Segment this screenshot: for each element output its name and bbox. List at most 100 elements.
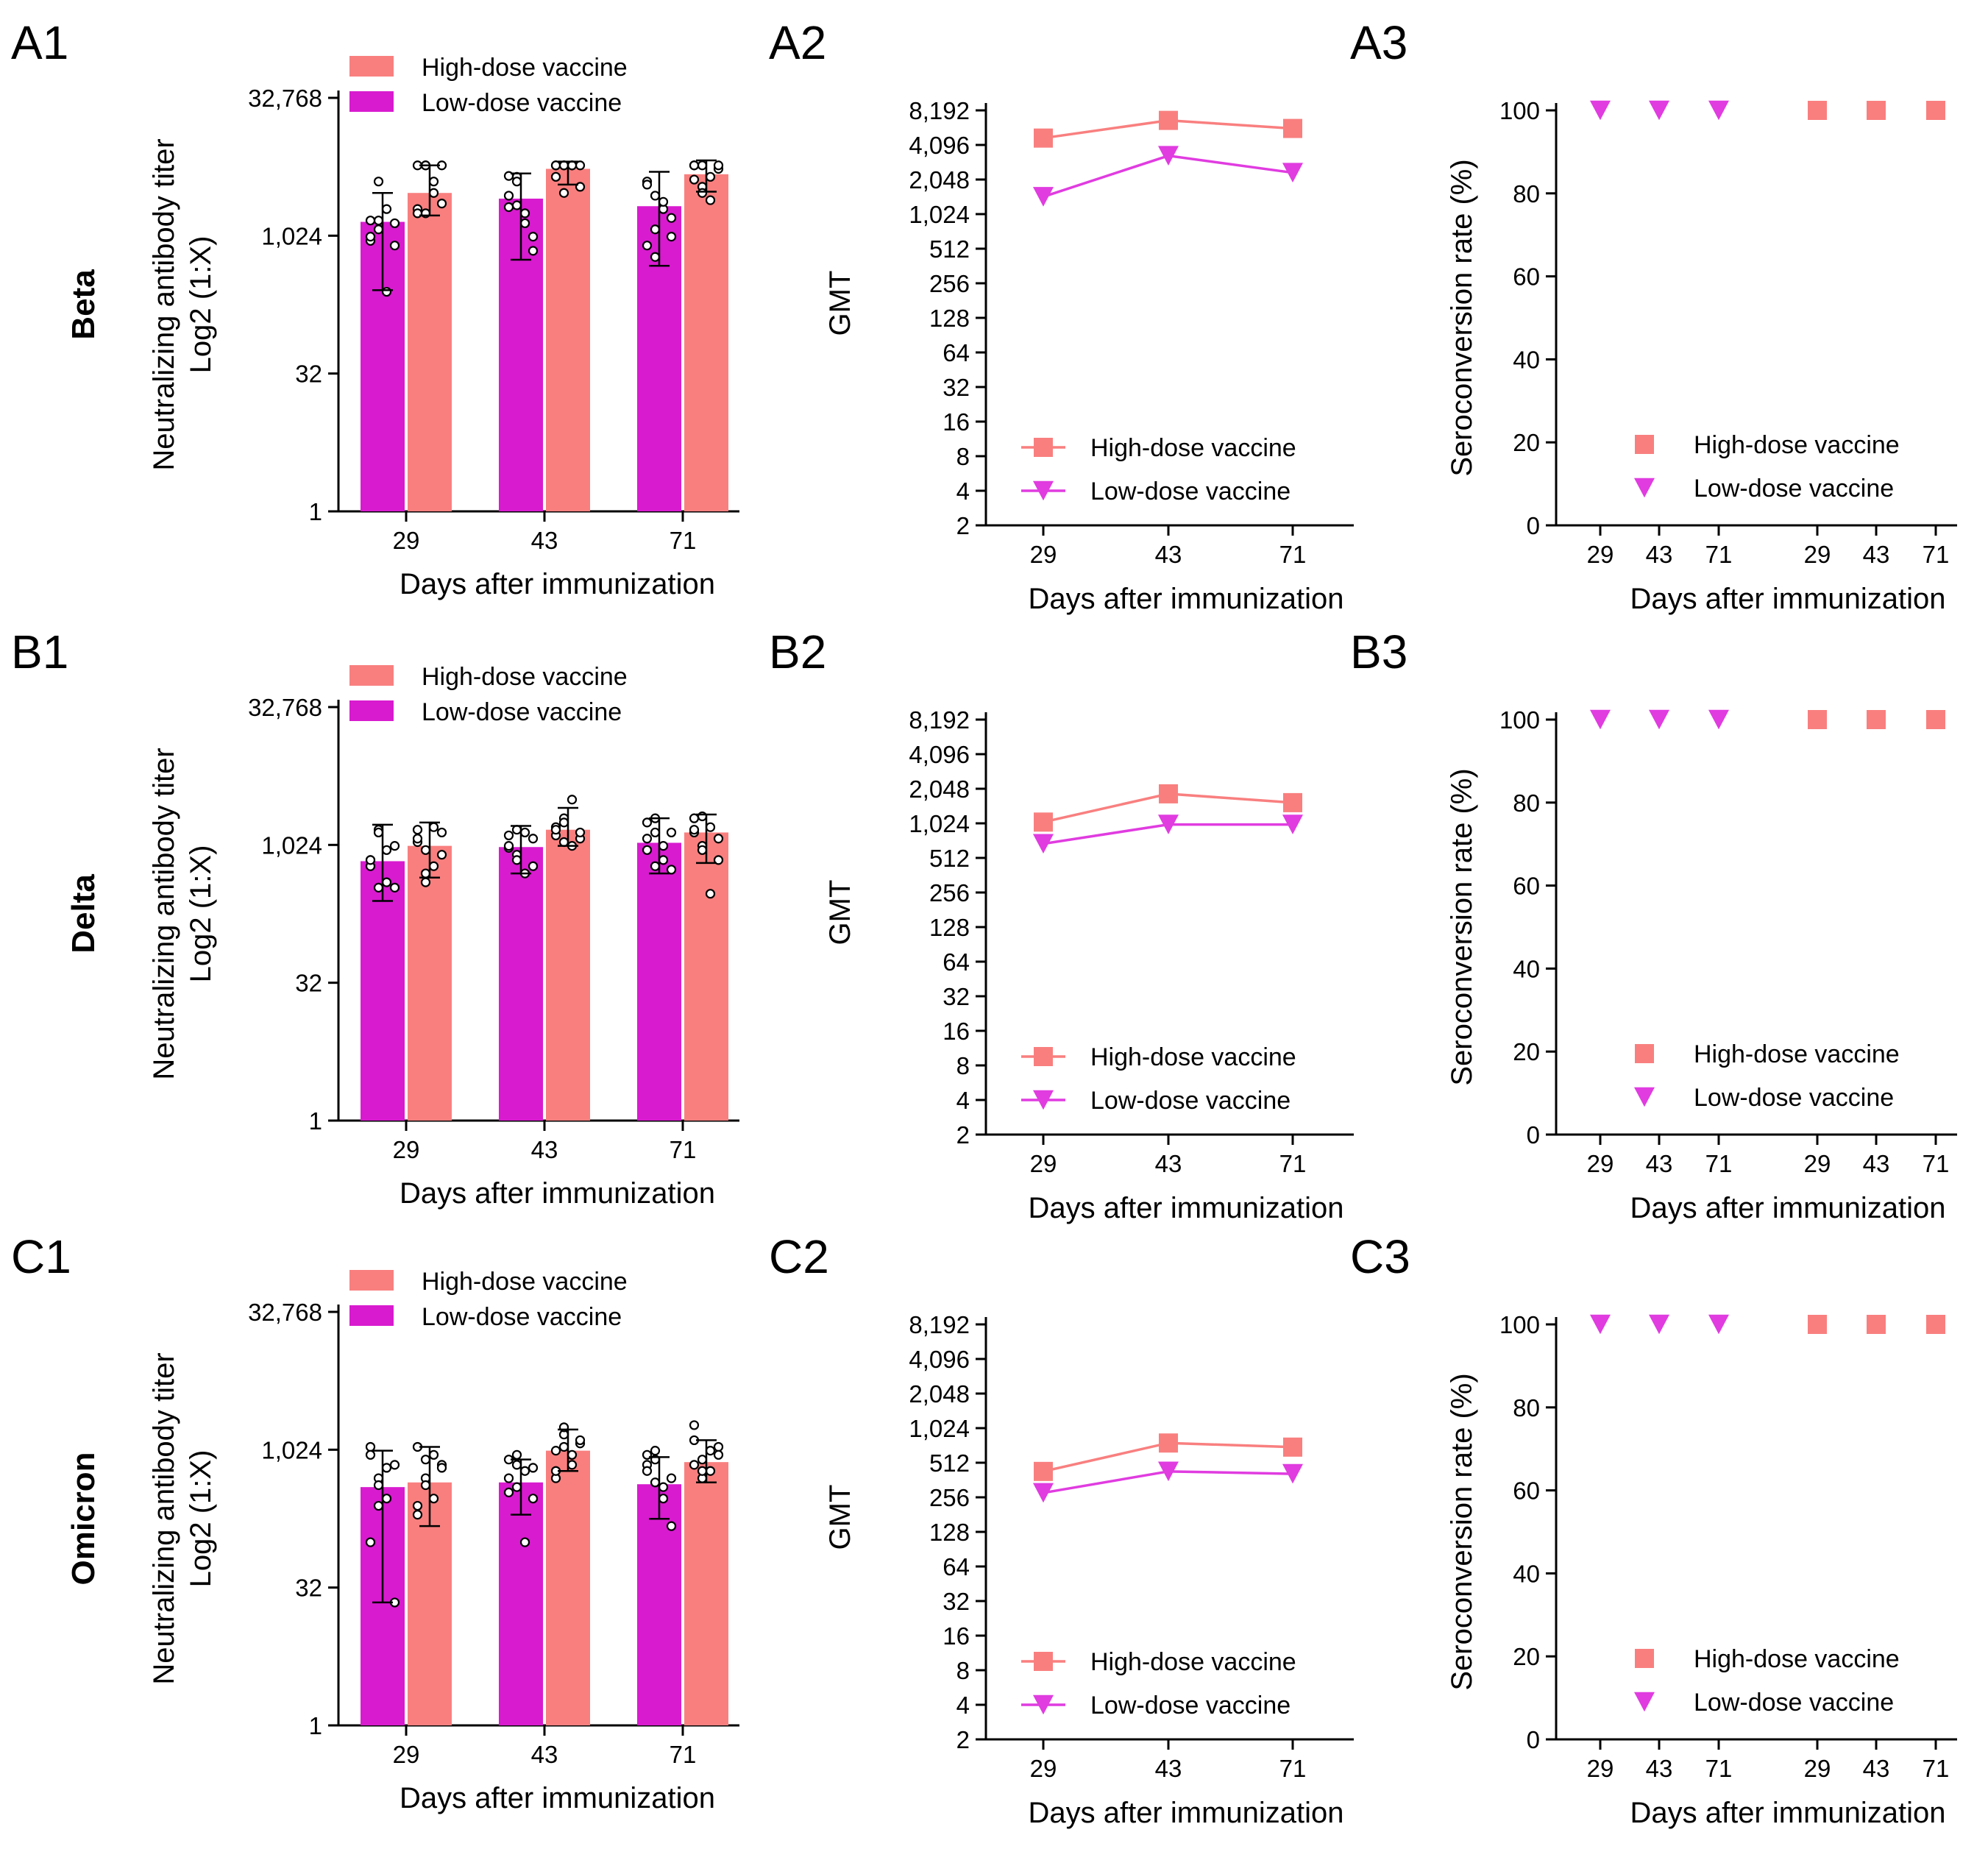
- x-tick-label: 71: [1279, 1755, 1307, 1782]
- panel-a2: A2 2 4 8 16 32 64 128 256 512 1,024 2,048 4,096 8,192…: [769, 16, 1354, 615]
- legend-marker: [1635, 1044, 1654, 1063]
- panel-a1: A1 Beta Neutralizing antibody titer Log2 (1…: [11, 16, 739, 600]
- data-point: [705, 171, 716, 182]
- data-point: [528, 834, 539, 844]
- data-point: [666, 865, 677, 875]
- data-point: [420, 877, 431, 887]
- legend-label: High-dose vaccine: [422, 663, 628, 691]
- y-axis-title: Seroconversion rate (%): [1446, 1373, 1478, 1690]
- x-tick-label: 43: [1646, 1755, 1673, 1782]
- x-tick-label: 29: [1587, 541, 1614, 568]
- bar: [499, 847, 543, 1121]
- data-point: [567, 795, 578, 805]
- data-point: [503, 202, 514, 213]
- panel-label: A1: [11, 16, 68, 69]
- y-axis-title: GMT: [824, 271, 856, 336]
- y-tick-label: 16: [942, 1018, 970, 1045]
- x-tick-label: 43: [531, 1741, 558, 1768]
- panel-label: A3: [1350, 16, 1407, 69]
- legend-marker: [1034, 438, 1053, 457]
- data-point: [642, 834, 653, 844]
- data-point: [550, 1446, 561, 1456]
- x-tick-label: 43: [1646, 541, 1673, 568]
- y-tick-label: 100: [1499, 1311, 1540, 1338]
- y-axis-title: GMT: [824, 1485, 856, 1550]
- x-tick-label: 43: [1863, 1150, 1890, 1177]
- y-tick-label: 2: [956, 1726, 970, 1753]
- legend-marker: [1635, 1649, 1654, 1668]
- data-marker: [1282, 1463, 1303, 1484]
- data-point: [697, 188, 708, 198]
- panel-label: C1: [11, 1230, 71, 1283]
- y-axis-title: Log2 (1:X): [185, 845, 217, 983]
- data-point: [567, 1449, 578, 1460]
- legend-marker: [1034, 1652, 1053, 1671]
- data-point: [550, 825, 561, 835]
- legend-marker: [1634, 478, 1655, 498]
- data-point: [428, 188, 439, 198]
- data-marker: [1867, 710, 1886, 729]
- bar: [684, 832, 728, 1121]
- y-tick-label: 32: [295, 361, 322, 388]
- data-point: [650, 191, 661, 201]
- y-tick-label: 128: [929, 305, 970, 332]
- y-tick-label: 40: [1513, 1560, 1540, 1587]
- y-tick-label: 4: [956, 478, 970, 505]
- data-point: [658, 1482, 669, 1492]
- data-point: [511, 177, 522, 187]
- data-point: [713, 855, 724, 865]
- x-tick-label: 29: [1030, 1755, 1057, 1782]
- data-point: [528, 246, 539, 256]
- y-tick-label: 100: [1499, 706, 1540, 734]
- data-point: [697, 811, 708, 822]
- x-tick-label: 43: [531, 1136, 558, 1163]
- y-tick-label: 60: [1513, 1477, 1540, 1505]
- y-tick-label: 128: [929, 1519, 970, 1546]
- y-tick-label: 32: [942, 374, 970, 401]
- panel-c1: C1 Omicron Neutralizing antibody titer Log2…: [11, 1230, 739, 1814]
- y-tick-label: 1: [309, 498, 322, 525]
- x-tick-label: 43: [1863, 1755, 1890, 1782]
- data-marker: [1708, 1314, 1729, 1335]
- data-point: [365, 855, 376, 865]
- bar: [637, 842, 681, 1121]
- y-tick-label: 2,048: [909, 776, 970, 803]
- data-point: [373, 1500, 384, 1511]
- data-point: [689, 1460, 700, 1470]
- data-point: [650, 827, 661, 838]
- data-point: [650, 224, 661, 235]
- data-point: [689, 1420, 700, 1430]
- y-tick-label: 2,048: [909, 166, 970, 194]
- x-tick-label: 29: [393, 1136, 420, 1163]
- data-marker: [1808, 101, 1827, 120]
- data-point: [381, 845, 392, 855]
- x-tick-label: 71: [1705, 1755, 1733, 1782]
- y-tick-label: 512: [929, 235, 970, 263]
- bar: [637, 1484, 681, 1725]
- data-point: [642, 817, 653, 828]
- y-axis-title: GMT: [824, 880, 856, 945]
- legend-label: High-dose vaccine: [1694, 1645, 1900, 1673]
- data-point: [436, 1463, 447, 1473]
- y-tick-label: 4,096: [909, 132, 970, 159]
- data-point: [697, 160, 708, 171]
- data-point: [550, 171, 561, 182]
- data-marker: [1282, 815, 1303, 834]
- data-marker: [1590, 100, 1611, 121]
- legend-marker: [1634, 1087, 1655, 1107]
- data-point: [658, 841, 669, 851]
- legend-marker: [1634, 1692, 1655, 1712]
- data-point: [713, 834, 724, 844]
- data-point: [558, 160, 569, 171]
- y-tick-label: 80: [1513, 1394, 1540, 1422]
- data-point: [666, 827, 677, 838]
- data-point: [503, 1487, 514, 1497]
- y-axis-title: Neutralizing antibody titer: [148, 1352, 180, 1684]
- data-point: [389, 882, 400, 892]
- y-tick-label: 8: [956, 1657, 970, 1684]
- data-point: [558, 1441, 569, 1452]
- data-marker: [1283, 1437, 1302, 1457]
- data-point: [428, 822, 439, 832]
- legend-label: Low-dose vaccine: [1090, 1692, 1291, 1720]
